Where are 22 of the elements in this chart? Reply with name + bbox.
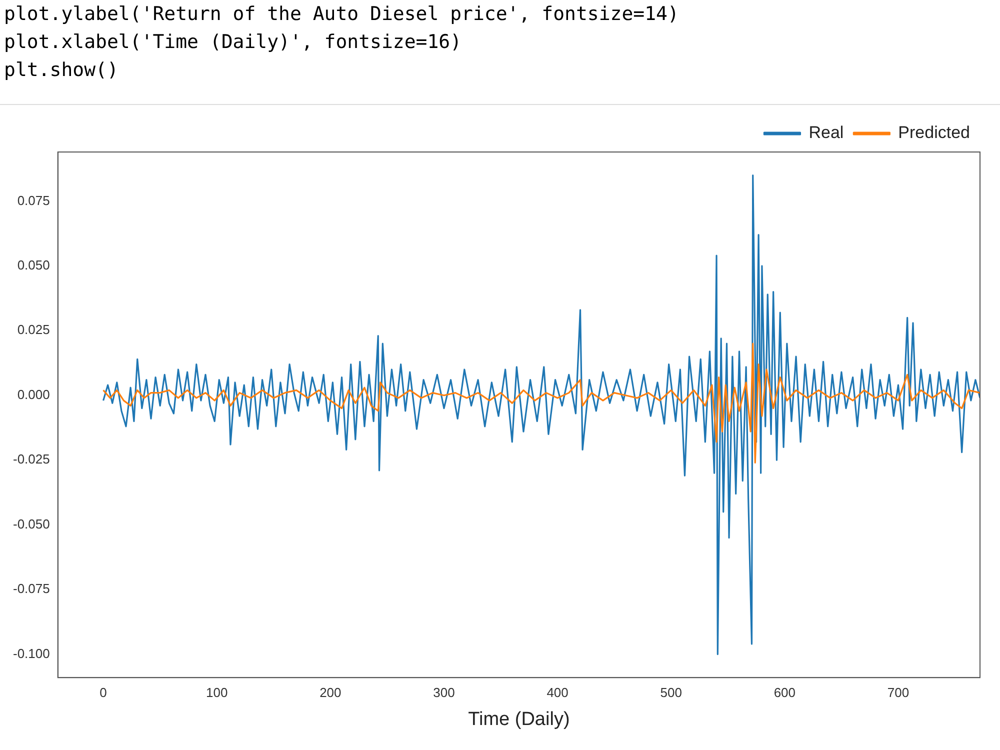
text: plot.ylabel('Return of the Auto Diesel price', fontsize=14) xyxy=(4,2,680,27)
y-tick-label: 0.000 xyxy=(17,386,50,402)
y-tick-label: 0.075 xyxy=(17,192,50,208)
x-axis-title: Time (Daily) xyxy=(468,708,570,730)
y-tick-label: 0.025 xyxy=(17,322,50,338)
y-tick-label: -0.075 xyxy=(12,581,50,596)
y-tick-label: -0.025 xyxy=(12,452,50,467)
legend-label: Real xyxy=(808,123,844,142)
x-tick-label: 600 xyxy=(774,684,796,700)
text: plt.show() xyxy=(4,58,120,83)
x-tick-label: 100 xyxy=(206,684,228,700)
x-tick-label: 200 xyxy=(320,684,342,700)
legend-label: Predicted xyxy=(898,123,970,142)
x-tick-label: 500 xyxy=(660,684,682,700)
x-tick-label: 300 xyxy=(433,684,455,700)
x-tick-label: 700 xyxy=(887,684,910,700)
y-tick-label: -0.100 xyxy=(12,646,50,661)
y-tick-label: -0.050 xyxy=(12,516,50,532)
x-tick-label: 400 xyxy=(546,684,568,700)
x-tick-label: 0 xyxy=(100,684,107,700)
text: plot.xlabel('Time (Daily)', fontsize=16) xyxy=(4,30,463,55)
y-tick-label: 0.050 xyxy=(17,258,50,272)
